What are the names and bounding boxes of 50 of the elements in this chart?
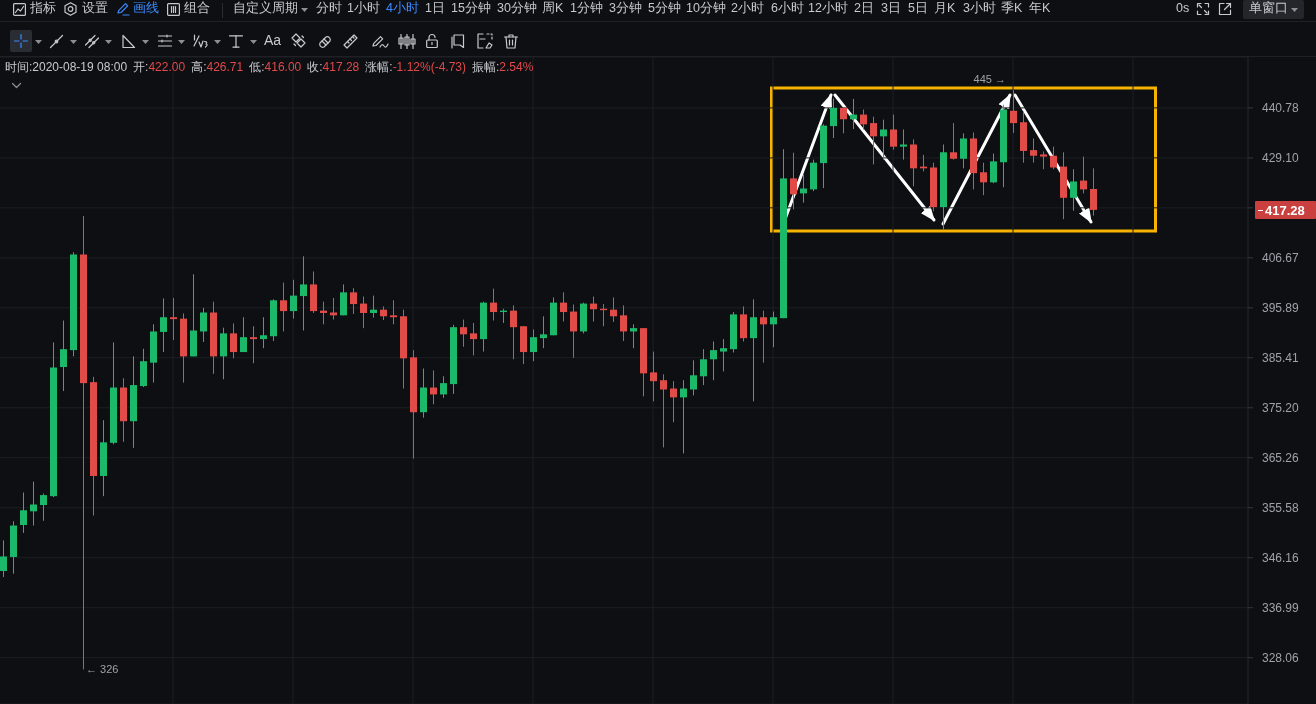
annotation: 时间:2020-08-19 08:00 xyxy=(5,60,128,75)
annotation: 高:426.71 xyxy=(191,60,244,74)
text: 设置 xyxy=(82,1,108,16)
annotation: 收:417.28 xyxy=(307,60,360,74)
text: 自定义周期 xyxy=(233,1,298,16)
text: 30分钟 xyxy=(497,1,537,16)
text: 单窗口 xyxy=(1249,1,1288,16)
y-tick-label: 375.20 xyxy=(1262,401,1300,416)
annotation: 开:422.00 xyxy=(133,60,186,74)
text: 15分钟 xyxy=(451,1,491,16)
text: 分时 xyxy=(316,1,342,16)
y-tick-label: 429.10 xyxy=(1262,151,1300,166)
text: 1分钟 xyxy=(570,1,603,16)
y-tick-label: 346.16 xyxy=(1262,550,1300,565)
y-tick-label: 440.78 xyxy=(1262,101,1300,116)
text: 周K xyxy=(542,1,564,16)
y-tick-label: 355.58 xyxy=(1262,501,1300,515)
text: 年K xyxy=(1029,1,1051,16)
text: 1小时 xyxy=(347,1,380,16)
y-tick-label: 365.26 xyxy=(1262,451,1300,466)
text: 12小时 xyxy=(808,1,848,16)
y-tick-label: 385.41 xyxy=(1262,351,1300,366)
text: 5分钟 xyxy=(648,1,681,16)
annotation: 涨幅:-1.12%(-4.73) xyxy=(365,60,466,74)
annotation: 低:416.00 xyxy=(249,60,302,74)
text: 417.28 xyxy=(1265,203,1305,218)
text: 5日 xyxy=(908,1,928,16)
text: 4小时 xyxy=(386,1,419,16)
text: 季K xyxy=(1001,1,1023,16)
text: 10分钟 xyxy=(686,1,726,16)
y-tick-label: 395.89 xyxy=(1262,301,1300,316)
annotation: 振幅:2.54% xyxy=(472,60,534,74)
text: 3分钟 xyxy=(609,1,642,16)
text: 组合 xyxy=(184,1,210,16)
text: 1日 xyxy=(425,1,445,16)
text: 0s xyxy=(1176,1,1190,16)
text: 画线 xyxy=(133,1,159,16)
text: 2日 xyxy=(854,1,874,16)
y-tick-label: 328.06 xyxy=(1262,650,1300,665)
y-tick-label: 406.67 xyxy=(1262,251,1300,266)
text: 3小时 xyxy=(963,1,996,16)
text: Aa xyxy=(264,32,282,48)
text: 3日 xyxy=(881,1,901,16)
text: 指标 xyxy=(30,1,56,16)
annotation: ← 326 xyxy=(86,663,119,676)
text: 月K xyxy=(934,1,956,16)
annotation: 445 → xyxy=(973,73,1006,86)
text: 2小时 xyxy=(731,1,764,16)
y-tick-label: 336.99 xyxy=(1262,600,1300,615)
text: 6小时 xyxy=(771,1,804,16)
